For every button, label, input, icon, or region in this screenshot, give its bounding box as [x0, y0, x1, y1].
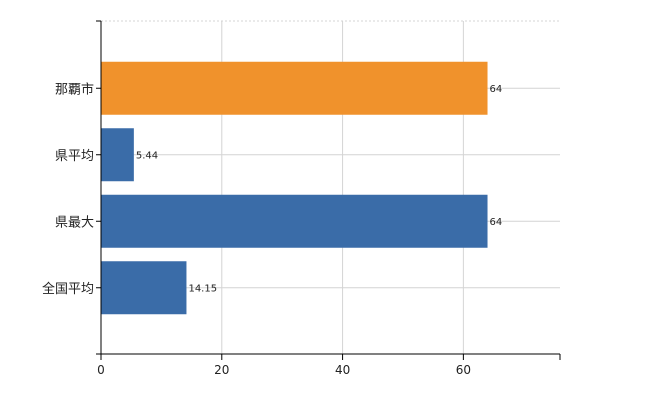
- bar: [101, 261, 187, 315]
- bars: [101, 61, 488, 315]
- bar: [101, 194, 488, 248]
- data-labels: 64 5.44 64 14.15: [136, 84, 502, 295]
- data-label: 5.44: [136, 150, 158, 161]
- data-label: 14.15: [188, 283, 217, 294]
- data-label: 64: [490, 217, 503, 228]
- x-tick-label: 40: [335, 363, 350, 377]
- bar: [101, 128, 134, 182]
- category-label: 那覇市: [55, 81, 94, 97]
- category-label: 県最大: [55, 215, 94, 230]
- data-label: 64: [490, 84, 503, 95]
- category-label: 全国平均: [42, 281, 94, 297]
- category-label: 県平均: [55, 149, 94, 164]
- bar: [101, 61, 488, 115]
- x-tick-label: 20: [214, 363, 229, 377]
- x-tick-label: 60: [456, 363, 471, 377]
- x-tick-label: 0: [97, 363, 105, 377]
